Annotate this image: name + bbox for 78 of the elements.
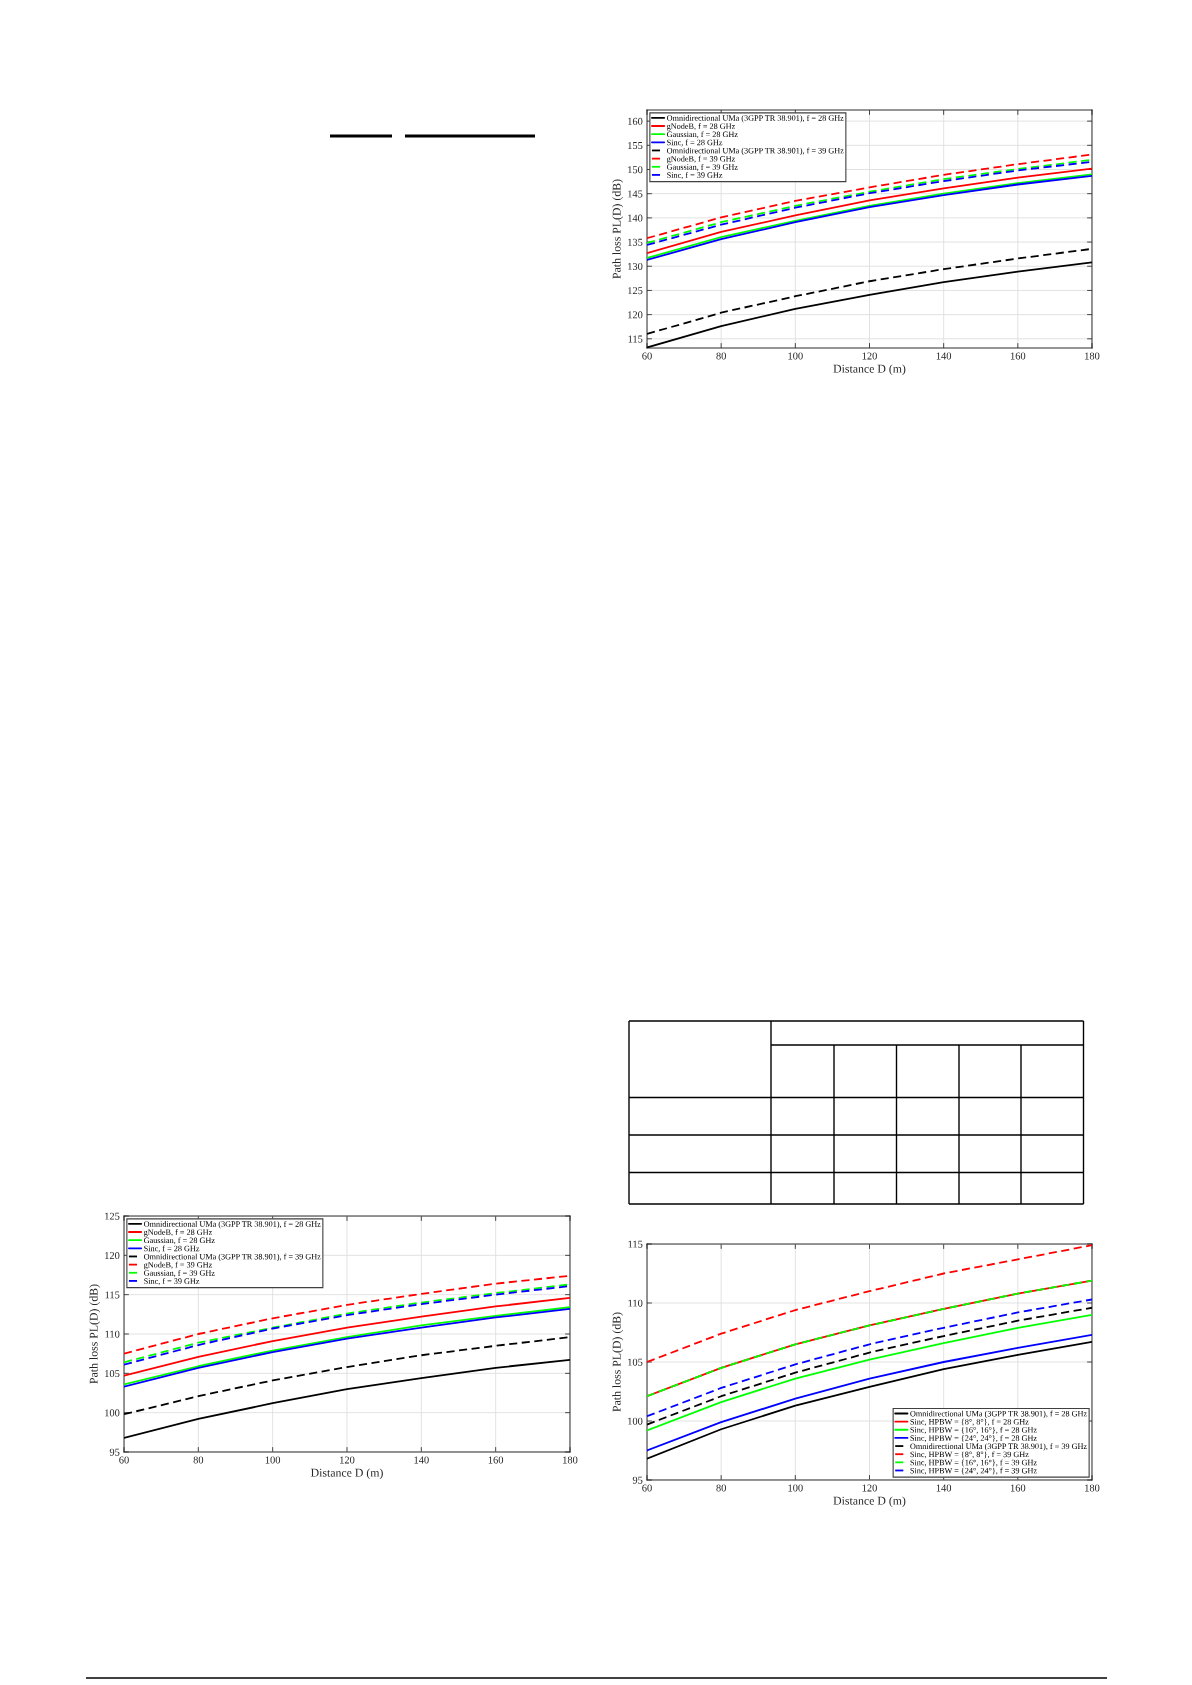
y-tick-label: 95 [632, 1476, 643, 1484]
legend-label: Omnidirectional UMa (3GPP TR 38.901), f = 28 GHz [667, 114, 844, 123]
x-tick-label: 160 [488, 1456, 504, 1464]
legend-label: Gaussian, f = 28 GHz [144, 1237, 215, 1245]
legend-label: Sinc, HPBW = {8°, 8°}, f = 28 GHz [910, 1418, 1029, 1426]
x-tick-label: 140 [414, 1456, 429, 1464]
x-tick-label: 80 [716, 1484, 726, 1492]
x-tick-label: 140 [936, 1484, 952, 1492]
y-axis-title: Path loss PL(D) (dB) [612, 1312, 624, 1412]
y-tick-label: 125 [628, 287, 643, 295]
line-series [124, 1359, 570, 1439]
y-tick-label: 115 [628, 1240, 643, 1248]
y-tick-label: 160 [628, 117, 643, 125]
legend-label: Gaussian, f = 39 GHz [144, 1269, 215, 1277]
x-axis-title: Distance D (m) [310, 1468, 383, 1480]
y-tick-label: 120 [628, 311, 643, 319]
y-axis-title: Path loss PL(D) (dB) [89, 1284, 101, 1384]
legend-label: Gaussian, f = 39 GHz [667, 163, 738, 171]
x-tick-label: 100 [788, 1484, 803, 1492]
legend-label: Sinc, HPBW = {24°, 24°}, f = 28 GHz [910, 1434, 1037, 1443]
line-series [124, 1336, 570, 1416]
x-tick-label: 60 [642, 1484, 652, 1492]
y-tick-label: 125 [105, 1212, 120, 1220]
y-tick-label: 150 [628, 166, 643, 174]
x-tick-label: 160 [1010, 1484, 1026, 1492]
y-tick-label: 135 [628, 238, 643, 246]
legend-label: gNodeB, f = 39 GHz [144, 1261, 213, 1270]
legend-label: Gaussian, f = 28 GHz [667, 131, 738, 139]
y-tick-label: 105 [105, 1370, 120, 1378]
x-tick-label: 80 [716, 352, 726, 360]
y-tick-label: 155 [628, 142, 643, 150]
y-tick-label: 110 [628, 1299, 643, 1307]
y-tick-label: 120 [105, 1252, 120, 1260]
x-tick-label: 100 [788, 352, 803, 360]
legend-label: Sinc, HPBW = {16°, 16°}, f = 39 GHz [910, 1459, 1037, 1467]
legend-label: Sinc, f = 28 GHz [667, 139, 723, 147]
line-series [647, 247, 1092, 335]
legend-label: Omnidirectional UMa (3GPP TR 38.901), f = 28 GHz [144, 1220, 321, 1229]
x-axis-title: Distance D (m) [833, 1496, 906, 1508]
line-series [124, 1296, 570, 1377]
x-axis-title: Distance D (m) [833, 364, 906, 376]
legend-label: Sinc, HPBW = {16°, 16°}, f = 28 GHz [910, 1426, 1037, 1434]
legend-label: gNodeB, f = 39 GHz [667, 155, 736, 164]
x-tick-label: 120 [862, 352, 877, 360]
legend-label: Sinc, f = 39 GHz [667, 172, 723, 180]
x-tick-label: 60 [119, 1456, 129, 1464]
legend-label: Omnidirectional UMa (3GPP TR 38.901), f = 39 GHz [910, 1443, 1087, 1451]
legend-label: Sinc, f = 39 GHz [144, 1278, 200, 1286]
y-tick-label: 145 [628, 190, 643, 198]
x-tick-label: 180 [563, 1456, 578, 1464]
legend-label: Omnidirectional UMa (3GPP TR 38.901), f = 28 GHz [910, 1410, 1087, 1419]
x-tick-label: 160 [1010, 352, 1026, 360]
y-tick-label: 95 [109, 1448, 120, 1456]
x-tick-label: 120 [862, 1484, 877, 1492]
y-axis-title: Path loss PL(D) (dB) [612, 179, 624, 279]
line-series [647, 1279, 1092, 1398]
x-tick-label: 140 [936, 352, 952, 360]
y-tick-label: 140 [628, 214, 643, 222]
legend-label: gNodeB, f = 28 GHz [144, 1229, 213, 1237]
y-tick-label: 110 [105, 1330, 120, 1338]
x-tick-label: 180 [1085, 352, 1100, 360]
y-tick-label: 100 [105, 1409, 120, 1417]
y-tick-label: 105 [628, 1358, 643, 1366]
y-tick-label: 115 [105, 1291, 120, 1299]
x-tick-label: 80 [193, 1456, 204, 1464]
legend-label: gNodeB, f = 28 GHz [667, 123, 736, 131]
legend-label: Omnidirectional UMa (3GPP TR 38.901), f = 39 GHz [667, 147, 844, 156]
legend-label: Sinc, HPBW = {8°, 8°}, f = 39 GHz [910, 1451, 1029, 1459]
x-tick-label: 100 [265, 1456, 281, 1464]
legend-label: Sinc, f = 28 GHz [144, 1245, 200, 1253]
y-tick-label: 100 [628, 1417, 643, 1425]
legend-label: Omnidirectional UMa (3GPP TR 38.901), f = 39 GHz [144, 1253, 321, 1262]
y-tick-label: 130 [628, 262, 643, 270]
x-tick-label: 120 [340, 1456, 355, 1464]
x-tick-label: 180 [1085, 1484, 1100, 1492]
y-tick-label: 115 [628, 335, 643, 343]
x-tick-label: 60 [642, 352, 652, 360]
legend-label: Sinc, HPBW = {24°, 24°}, f = 39 GHz [910, 1467, 1037, 1475]
